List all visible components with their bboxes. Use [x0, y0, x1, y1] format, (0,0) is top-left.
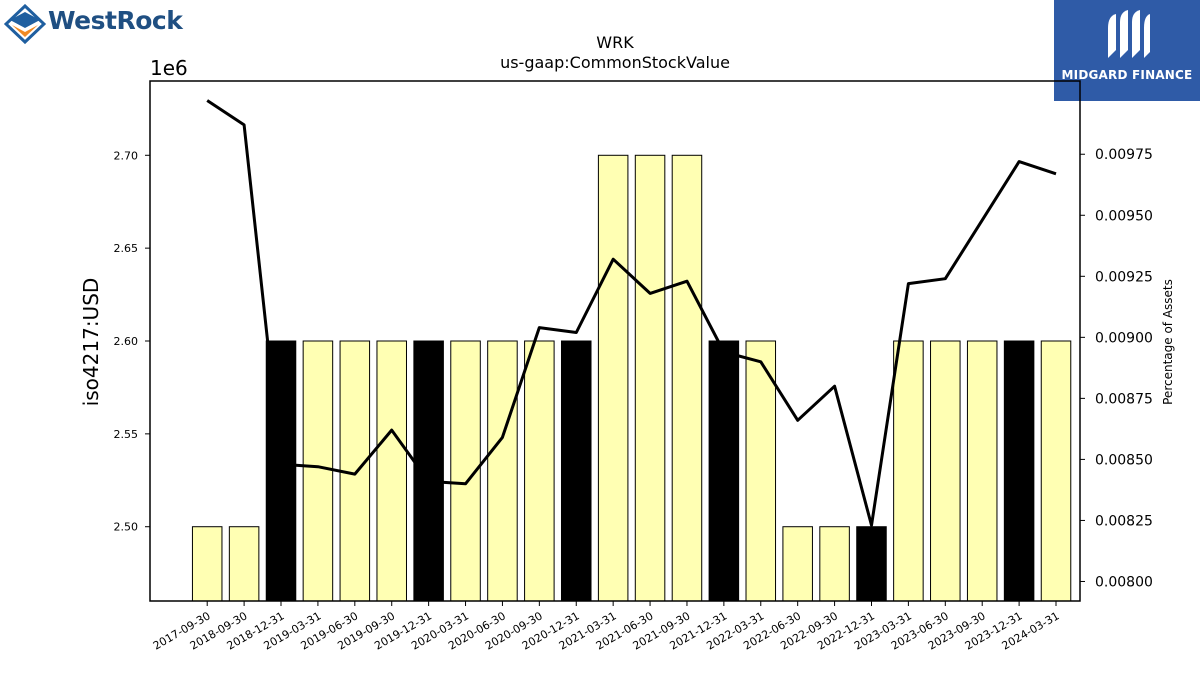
y2-tick-label: 0.00900	[1095, 330, 1153, 346]
y-axis-label: iso4217:USD	[79, 278, 103, 407]
bar-2021-06-30	[634, 154, 666, 602]
y2-tick-label: 0.00850	[1095, 452, 1153, 468]
bar-2019-03-31	[302, 340, 334, 602]
bar-2019-09-30	[376, 340, 407, 602]
bar-2021-09-30	[671, 154, 703, 602]
bar-2022-12-31	[856, 526, 887, 602]
chart-subtitle: us-gaap:CommonStockValue	[500, 53, 730, 72]
y-tick-label: 2.55	[114, 428, 139, 441]
bar-2023-12-31	[1003, 340, 1035, 602]
bar-2018-09-30	[228, 526, 260, 602]
bar-2023-06-30	[930, 340, 961, 602]
y2-tick-label: 0.00825	[1095, 513, 1153, 529]
midgard-finance-logo-text: MIDGARD FINANCE	[1061, 68, 1193, 82]
midgard-mark-icon	[1108, 10, 1150, 58]
bar-2017-09-30	[191, 526, 223, 602]
y2-tick-label: 0.00925	[1095, 269, 1153, 285]
bar-2019-12-31	[413, 340, 444, 602]
y2-tick-label: 0.00875	[1095, 391, 1153, 407]
line-series-group	[206, 99, 1057, 527]
bar-2022-03-31	[745, 340, 777, 602]
bar-2020-09-30	[524, 340, 555, 602]
chart-title: WRK	[596, 33, 634, 52]
y2-axis-label: Percentage of Assets	[1161, 279, 1175, 405]
percentage-of-assets-line	[206, 99, 1057, 527]
midgard-finance-logo: MIDGARD FINANCE	[1054, 0, 1200, 101]
bar-2021-12-31	[708, 340, 740, 602]
bar-2020-06-30	[487, 340, 518, 602]
y2-tick-label: 0.00950	[1095, 208, 1153, 224]
westrock-mark-icon	[3, 3, 47, 45]
y-offset-label: 1e6	[150, 56, 188, 80]
y-tick-label: 2.70	[114, 149, 139, 162]
y2-tick-label: 0.00975	[1095, 147, 1153, 163]
bar-2023-03-31	[893, 340, 924, 602]
bar-2023-09-30	[966, 340, 998, 602]
bar-group	[191, 154, 1072, 602]
bar-2022-06-30	[782, 526, 813, 602]
bar-2022-09-30	[819, 526, 850, 602]
y2-tick-label: 0.00800	[1095, 574, 1153, 590]
westrock-logo: WestRock	[3, 3, 184, 46]
y-tick-label: 2.65	[114, 242, 139, 255]
y-tick-label: 2.50	[114, 521, 139, 534]
bar-2024-03-31	[1040, 340, 1072, 602]
y-tick-label: 2.60	[114, 335, 139, 348]
bar-2020-12-31	[560, 340, 592, 602]
westrock-logo-text: WestRock	[48, 6, 183, 35]
bar-2021-03-31	[597, 154, 629, 602]
